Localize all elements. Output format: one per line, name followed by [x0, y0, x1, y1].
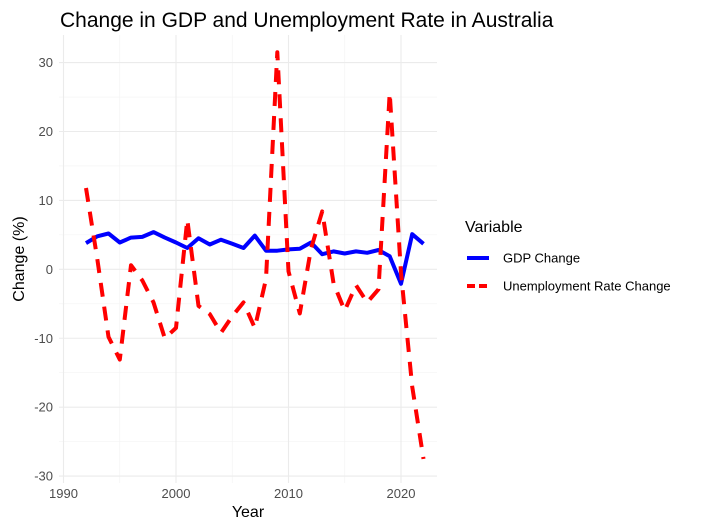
legend-label-gdp: GDP Change	[503, 251, 580, 266]
chart-title: Change in GDP and Unemployment Rate in A…	[60, 9, 554, 32]
gdp-line	[84, 230, 425, 286]
y-tick-label: -20	[34, 400, 53, 415]
y-tick-label: 30	[39, 55, 53, 70]
x-tick-label: 1990	[49, 486, 78, 501]
y-tick-label: 10	[39, 193, 53, 208]
y-tick-label: 0	[46, 262, 53, 277]
legend-label-unemployment: Unemployment Rate Change	[503, 279, 671, 294]
legend-title: Variable	[465, 219, 523, 236]
y-tick-label: 20	[39, 124, 53, 139]
legend: Variable GDP Change Unemployment Rate Cha…	[465, 219, 671, 294]
unemployment-line	[84, 50, 426, 460]
y-tick-label: -10	[34, 331, 53, 346]
plot-area: 1990 2000 2010 2020 -30 -20 -10 0 10 20 30	[34, 35, 437, 501]
x-tick-label: 2020	[387, 486, 416, 501]
y-axis-title: Change (%)	[11, 216, 28, 301]
x-tick-label: 2010	[274, 486, 303, 501]
y-tick-label: -30	[34, 469, 53, 484]
x-tick-label: 2000	[162, 486, 191, 501]
x-axis-title: Year	[232, 504, 265, 521]
